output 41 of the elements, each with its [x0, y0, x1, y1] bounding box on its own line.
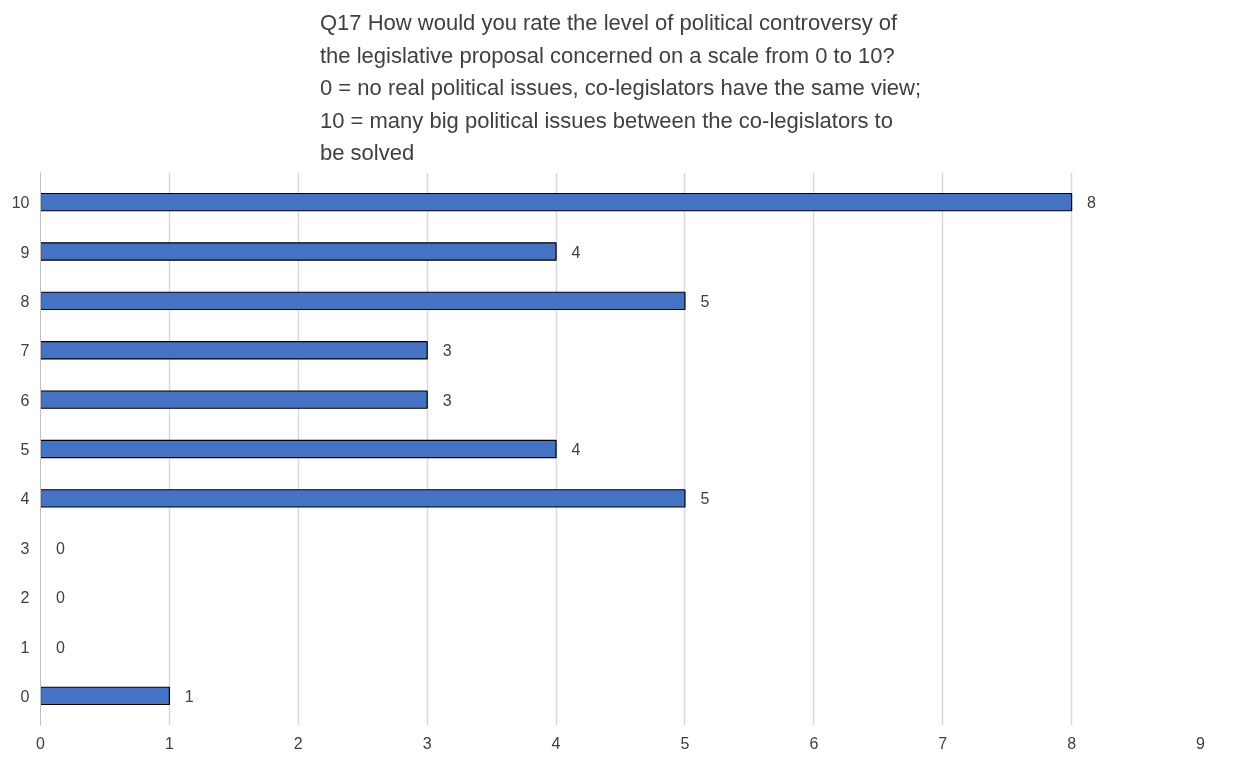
- data-label: 4: [571, 243, 581, 261]
- data-label: 0: [55, 589, 65, 607]
- y-tick-label: 4: [20, 490, 30, 508]
- y-tick-label: 8: [20, 292, 30, 310]
- bar: [40, 489, 686, 508]
- y-tick-label: 1: [20, 638, 30, 656]
- y-tick-label: 2: [20, 589, 30, 607]
- bar: [40, 390, 428, 409]
- y-tick-label: 9: [20, 243, 30, 261]
- x-tick-label: 8: [1067, 734, 1077, 752]
- data-label: 5: [700, 292, 710, 310]
- y-tick-label: 6: [20, 391, 30, 409]
- y-tick-label: 3: [20, 539, 30, 557]
- data-label: 1: [184, 687, 194, 705]
- bar: [40, 291, 686, 311]
- data-label: 4: [571, 441, 581, 458]
- data-label: 0: [55, 638, 65, 656]
- x-tick-label: 7: [938, 734, 948, 752]
- x-tick-label: 3: [422, 734, 432, 752]
- data-label: 3: [442, 391, 452, 409]
- bar: [40, 686, 170, 706]
- bar: [40, 439, 557, 459]
- data-label: 5: [700, 490, 710, 508]
- x-tick-label: 5: [680, 734, 690, 752]
- x-tick-label: 1: [164, 734, 174, 752]
- y-tick-label: 5: [20, 441, 30, 458]
- chart-title: Q17 How would you rate the level of political controversy of the legislative proposal concerned on a scale from 0 to 10? 0 = no real political issues, co-legislators have the same view; 10 = many big political issues between the co-legislators to be solved: [319, 10, 922, 165]
- x-tick-label: 9: [1196, 734, 1206, 752]
- x-tick-label: 0: [36, 734, 46, 752]
- y-tick-label: 7: [20, 342, 30, 360]
- y-tick-label: 10: [11, 194, 30, 212]
- y-tick-label: 0: [20, 687, 30, 705]
- x-tick-label: 4: [551, 734, 561, 752]
- x-tick-label: 6: [809, 734, 819, 752]
- data-label: 3: [442, 342, 452, 360]
- bar: [40, 341, 428, 360]
- data-label: 0: [55, 539, 65, 557]
- bar: [40, 242, 557, 261]
- data-label: 8: [1087, 194, 1097, 212]
- x-tick-label: 2: [293, 734, 303, 752]
- bar: [40, 192, 1073, 212]
